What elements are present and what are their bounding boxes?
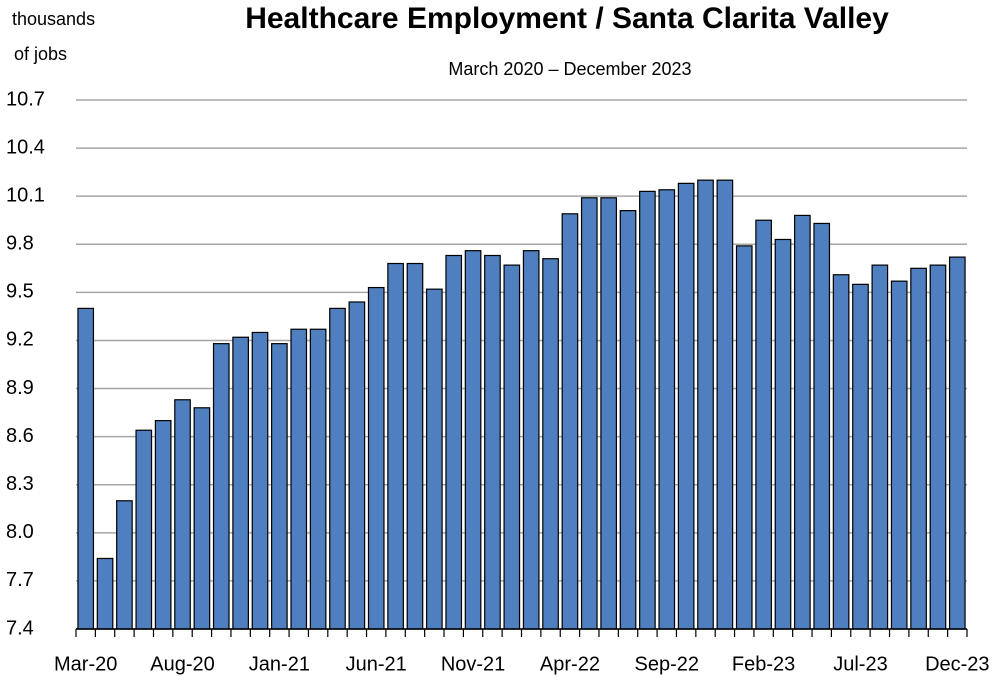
bar	[658, 189, 676, 630]
bar	[619, 210, 637, 630]
bar	[406, 262, 424, 630]
y-tick-label: 7.7	[6, 569, 34, 591]
y-tick-label: 8.6	[6, 425, 34, 447]
bar	[832, 274, 850, 630]
bar	[735, 245, 753, 630]
bar	[794, 214, 811, 630]
bar	[367, 286, 385, 630]
y-tick-label: 9.2	[6, 329, 34, 351]
bar	[445, 254, 463, 630]
bar	[580, 197, 598, 630]
bar	[813, 222, 831, 630]
x-tick-label: Jul-23	[833, 653, 887, 675]
x-tick-label: Sep-22	[635, 653, 700, 675]
bar	[929, 264, 947, 630]
bar	[135, 429, 153, 630]
bar	[890, 280, 908, 630]
bar	[425, 288, 443, 630]
bar	[212, 343, 230, 630]
bar	[484, 254, 501, 630]
bar	[464, 250, 482, 630]
bar	[542, 258, 559, 630]
x-tick-label: Nov-21	[441, 653, 505, 675]
bar	[116, 500, 133, 630]
y-tick-label: 9.8	[6, 233, 34, 255]
x-tick-label: Mar-20	[54, 653, 117, 675]
chart-title: Healthcare Employment / Santa Clarita Va…	[245, 2, 889, 35]
x-tick-label: Jun-21	[346, 653, 407, 675]
bar	[309, 328, 327, 630]
y-tick-label: 8.0	[6, 521, 34, 543]
bar	[193, 407, 211, 630]
bar	[852, 283, 869, 630]
bar	[600, 197, 618, 630]
bar	[329, 307, 346, 630]
bar	[271, 343, 288, 630]
bar	[910, 267, 927, 630]
y-tick-label: 10.1	[6, 184, 45, 206]
bar	[503, 264, 521, 630]
bar	[174, 399, 191, 630]
bar	[755, 219, 772, 630]
y-tick-label: 9.5	[6, 281, 34, 303]
y-tick-label: 8.9	[6, 377, 34, 399]
x-tick-label: Feb-23	[732, 653, 795, 675]
bar	[561, 213, 579, 630]
x-tick-label: Jan-21	[249, 653, 310, 675]
x-tick-label: Apr-22	[540, 653, 600, 675]
bar	[387, 262, 404, 630]
bar	[232, 336, 249, 630]
bar	[871, 264, 889, 630]
bar	[251, 331, 269, 630]
bar	[774, 238, 792, 630]
bar	[522, 250, 540, 630]
y-tick-label: 8.3	[6, 473, 34, 495]
bar	[716, 179, 734, 630]
bar	[677, 182, 695, 630]
bar	[697, 179, 714, 630]
bar	[96, 557, 114, 630]
x-tick-label: Aug-20	[150, 653, 215, 675]
y-axis-label: thousands	[12, 9, 95, 29]
bar	[639, 190, 656, 630]
bar	[290, 328, 308, 630]
bar	[348, 301, 366, 630]
y-tick-label: 10.4	[6, 136, 45, 158]
chart-subtitle: March 2020 – December 2023	[448, 59, 691, 79]
bar	[948, 256, 966, 630]
y-tick-label: 7.4	[6, 617, 34, 639]
bar	[77, 307, 95, 630]
x-tick-label: Dec-23	[925, 653, 989, 675]
y-axis-label: of jobs	[14, 44, 67, 64]
y-tick-label: 10.7	[6, 88, 45, 110]
bar	[154, 420, 172, 630]
